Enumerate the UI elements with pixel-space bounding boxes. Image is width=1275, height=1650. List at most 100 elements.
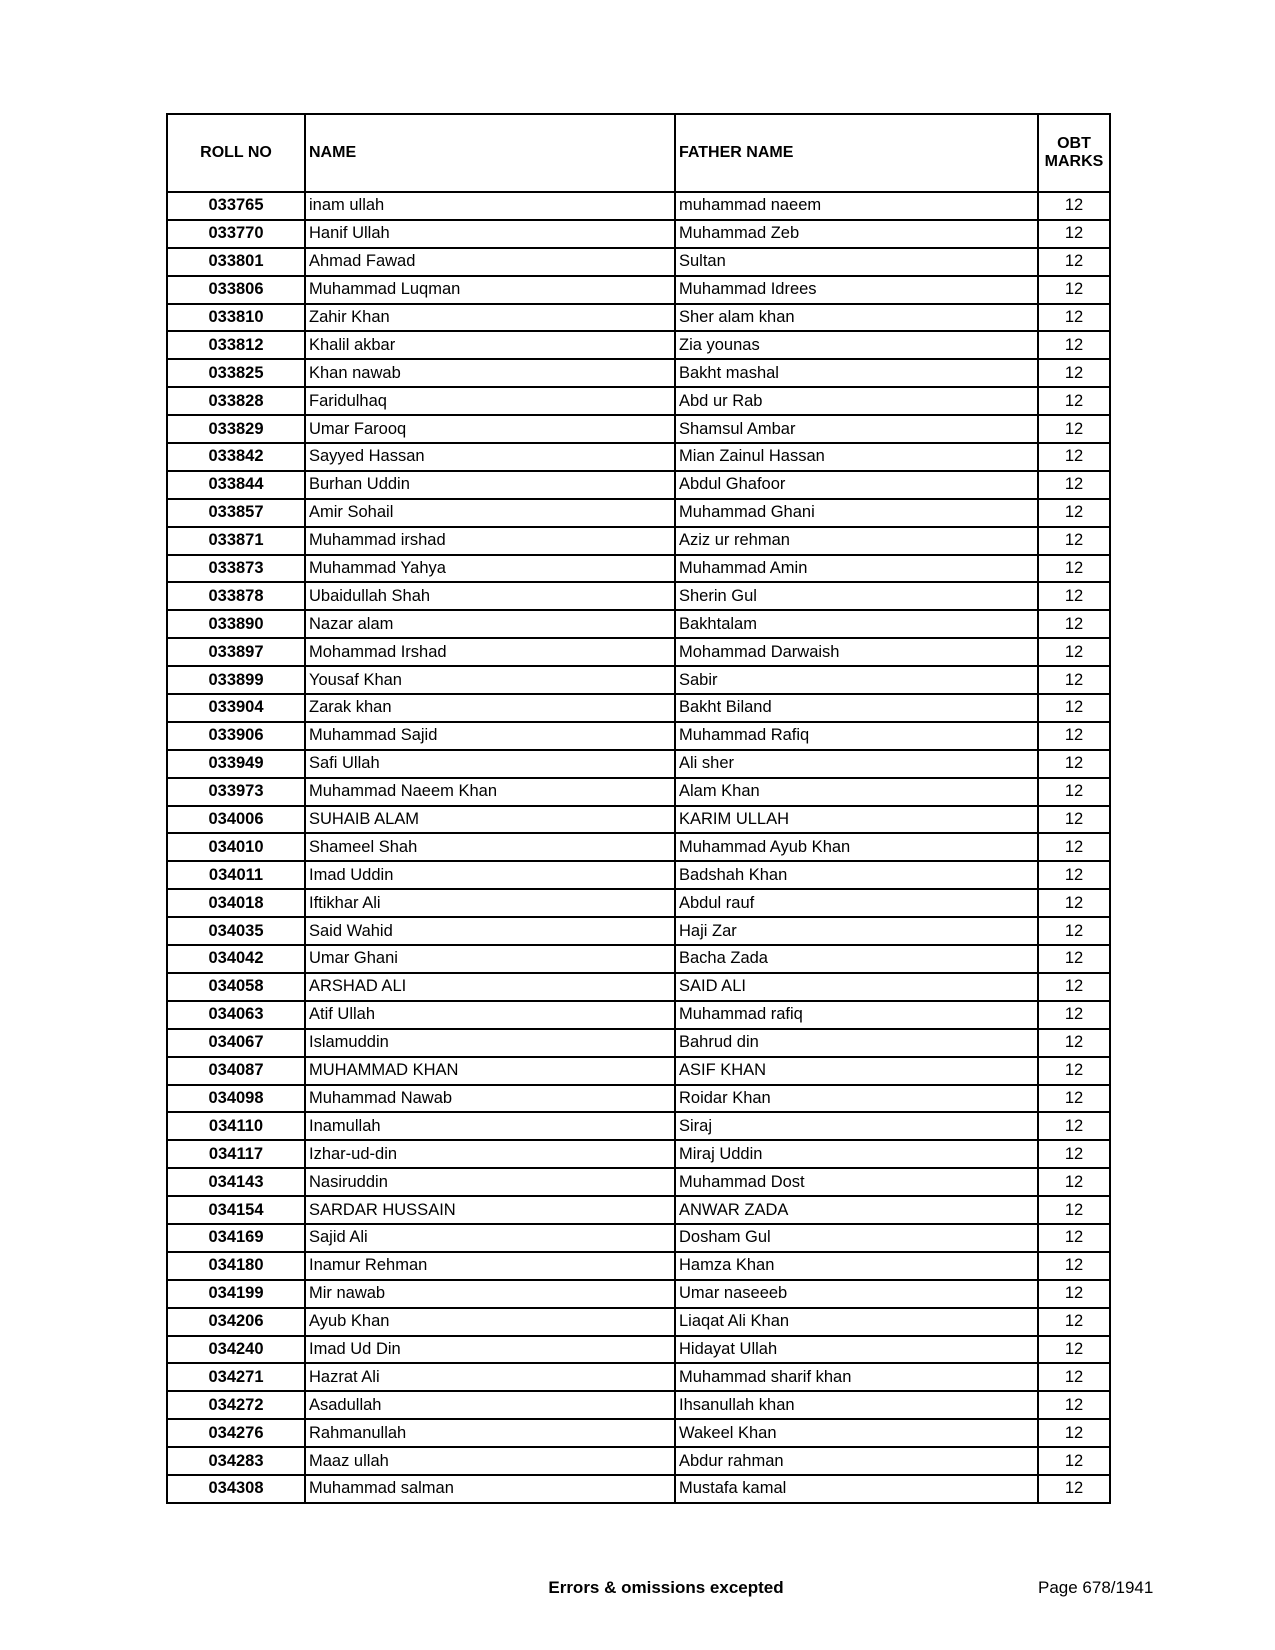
roll-no-cell: 034058 xyxy=(166,971,306,1002)
roll-no-cell: 033801 xyxy=(166,246,306,277)
table-row: 034110 Inamullah Siraj 12 xyxy=(166,1111,1111,1142)
name-cell: Khan nawab xyxy=(304,358,676,389)
table-row: 033844 Burhan Uddin Abdul Ghafoor 12 xyxy=(166,469,1111,500)
name-cell: Nasiruddin xyxy=(304,1167,676,1198)
name-cell: Zarak khan xyxy=(304,693,676,723)
roll-no-cell: 034180 xyxy=(166,1250,306,1281)
obt-marks-cell: 12 xyxy=(1037,1446,1111,1476)
obt-marks-cell: 12 xyxy=(1037,497,1111,528)
table-row: 033801 Ahmad Fawad Sultan 12 xyxy=(166,246,1111,277)
name-cell: Amir Sohail xyxy=(304,497,676,528)
roll-no-cell: 034308 xyxy=(166,1473,306,1504)
obt-marks-cell: 12 xyxy=(1037,860,1111,891)
header-obt-line2: MARKS xyxy=(1044,153,1104,170)
roll-no-cell: 033810 xyxy=(166,302,306,333)
header-obt-line1: OBT xyxy=(1057,135,1091,152)
name-cell: Inamur Rehman xyxy=(304,1250,676,1281)
father-name-cell: Muhammad rafiq xyxy=(674,999,1039,1030)
name-cell: Khalil akbar xyxy=(304,330,676,361)
father-name-cell: Sabir xyxy=(674,665,1039,696)
father-name-cell: Bahrud din xyxy=(674,1027,1039,1058)
table-row: 034308 Muhammad salman Mustafa kamal 12 xyxy=(166,1473,1111,1504)
obt-marks-cell: 12 xyxy=(1037,218,1111,249)
name-cell: Islamuddin xyxy=(304,1027,676,1058)
father-name-cell: Badshah Khan xyxy=(674,860,1039,891)
obt-marks-cell: 12 xyxy=(1037,358,1111,389)
father-name-cell: Sherin Gul xyxy=(674,581,1039,612)
roll-no-cell: 033897 xyxy=(166,637,306,668)
name-cell: Mir nawab xyxy=(304,1278,676,1309)
roll-no-cell: 034018 xyxy=(166,888,306,919)
table-row: 034276 Rahmanullah Wakeel Khan 12 xyxy=(166,1418,1111,1449)
obt-marks-cell: 12 xyxy=(1037,1306,1111,1337)
father-name-cell: Aziz ur rehman xyxy=(674,525,1039,556)
roll-no-cell: 033812 xyxy=(166,330,306,361)
table-row: 034271 Hazrat Ali Muhammad sharif khan 12 xyxy=(166,1362,1111,1393)
father-name-cell: Siraj xyxy=(674,1111,1039,1142)
father-name-cell: Miraj Uddin xyxy=(674,1139,1039,1170)
father-name-cell: Mohammad Darwaish xyxy=(674,637,1039,668)
table-row: 033899 Yousaf Khan Sabir 12 xyxy=(166,665,1111,696)
father-name-cell: ASIF KHAN xyxy=(674,1055,1039,1086)
name-cell: Yousaf Khan xyxy=(304,665,676,696)
table-row: 034058 ARSHAD ALI SAID ALI 12 xyxy=(166,971,1111,1002)
roll-no-cell: 034154 xyxy=(166,1195,306,1225)
obt-marks-cell: 12 xyxy=(1037,330,1111,361)
obt-marks-cell: 12 xyxy=(1037,1250,1111,1281)
roll-no-cell: 033973 xyxy=(166,776,306,807)
roll-no-cell: 033844 xyxy=(166,469,306,500)
header-father-name: FATHER NAME xyxy=(674,113,1039,193)
obt-marks-cell: 12 xyxy=(1037,469,1111,500)
roll-no-cell: 033878 xyxy=(166,581,306,612)
obt-marks-cell: 12 xyxy=(1037,553,1111,584)
obt-marks-cell: 12 xyxy=(1037,776,1111,807)
roll-no-cell: 034206 xyxy=(166,1306,306,1337)
roll-no-cell: 034067 xyxy=(166,1027,306,1058)
roll-no-cell: 033890 xyxy=(166,609,306,640)
father-name-cell: muhammad naeem xyxy=(674,191,1039,221)
obt-marks-cell: 12 xyxy=(1037,1390,1111,1421)
father-name-cell: Ali sher xyxy=(674,748,1039,779)
obt-marks-cell: 12 xyxy=(1037,1055,1111,1086)
obt-marks-cell: 12 xyxy=(1037,1167,1111,1198)
name-cell: Said Wahid xyxy=(304,916,676,947)
obt-marks-cell: 12 xyxy=(1037,386,1111,417)
obt-marks-cell: 12 xyxy=(1037,274,1111,305)
table-row: 033906 Muhammad Sajid Muhammad Rafiq 12 xyxy=(166,720,1111,751)
name-cell: Zahir Khan xyxy=(304,302,676,333)
header-obt-marks: OBT MARKS xyxy=(1037,113,1111,193)
roll-no-cell: 033873 xyxy=(166,553,306,584)
roll-no-cell: 034199 xyxy=(166,1278,306,1309)
obt-marks-cell: 12 xyxy=(1037,1418,1111,1449)
name-cell: Faridulhaq xyxy=(304,386,676,417)
table-row: 033873 Muhammad Yahya Muhammad Amin 12 xyxy=(166,553,1111,584)
table-row: 033842 Sayyed Hassan Mian Zainul Hassan 12 xyxy=(166,442,1111,472)
obt-marks-cell: 12 xyxy=(1037,1334,1111,1365)
roll-no-cell: 033770 xyxy=(166,218,306,249)
roll-no-cell: 034063 xyxy=(166,999,306,1030)
name-cell: Muhammad Sajid xyxy=(304,720,676,751)
obt-marks-cell: 12 xyxy=(1037,1139,1111,1170)
table-row: 034042 Umar Ghani Bacha Zada 12 xyxy=(166,944,1111,974)
father-name-cell: Bakhtalam xyxy=(674,609,1039,640)
header-row: ROLL NO NAME FATHER NAME OBT MARKS xyxy=(166,113,1111,193)
page-number: Page 678/1941 xyxy=(1038,1578,1154,1597)
father-name-cell: Muhammad Rafiq xyxy=(674,720,1039,751)
name-cell: Asadullah xyxy=(304,1390,676,1421)
table-row: 033770 Hanif Ullah Muhammad Zeb 12 xyxy=(166,218,1111,249)
obt-marks-cell: 12 xyxy=(1037,720,1111,751)
table-row: 034098 Muhammad Nawab Roidar Khan 12 xyxy=(166,1083,1111,1114)
obt-marks-cell: 12 xyxy=(1037,748,1111,779)
father-name-cell: Hamza Khan xyxy=(674,1250,1039,1281)
name-cell: Muhammad salman xyxy=(304,1473,676,1504)
father-name-cell: Bacha Zada xyxy=(674,944,1039,974)
name-cell: SARDAR HUSSAIN xyxy=(304,1195,676,1225)
name-cell: Ubaidullah Shah xyxy=(304,581,676,612)
header-roll-no: ROLL NO xyxy=(166,113,306,193)
father-name-cell: Ihsanullah khan xyxy=(674,1390,1039,1421)
roll-no-cell: 034169 xyxy=(166,1222,306,1253)
obt-marks-cell: 12 xyxy=(1037,637,1111,668)
name-cell: Ayub Khan xyxy=(304,1306,676,1337)
obt-marks-cell: 12 xyxy=(1037,888,1111,919)
table-body: 033765 inam ullah muhammad naeem 12 033770 Ha… xyxy=(166,191,1111,1504)
